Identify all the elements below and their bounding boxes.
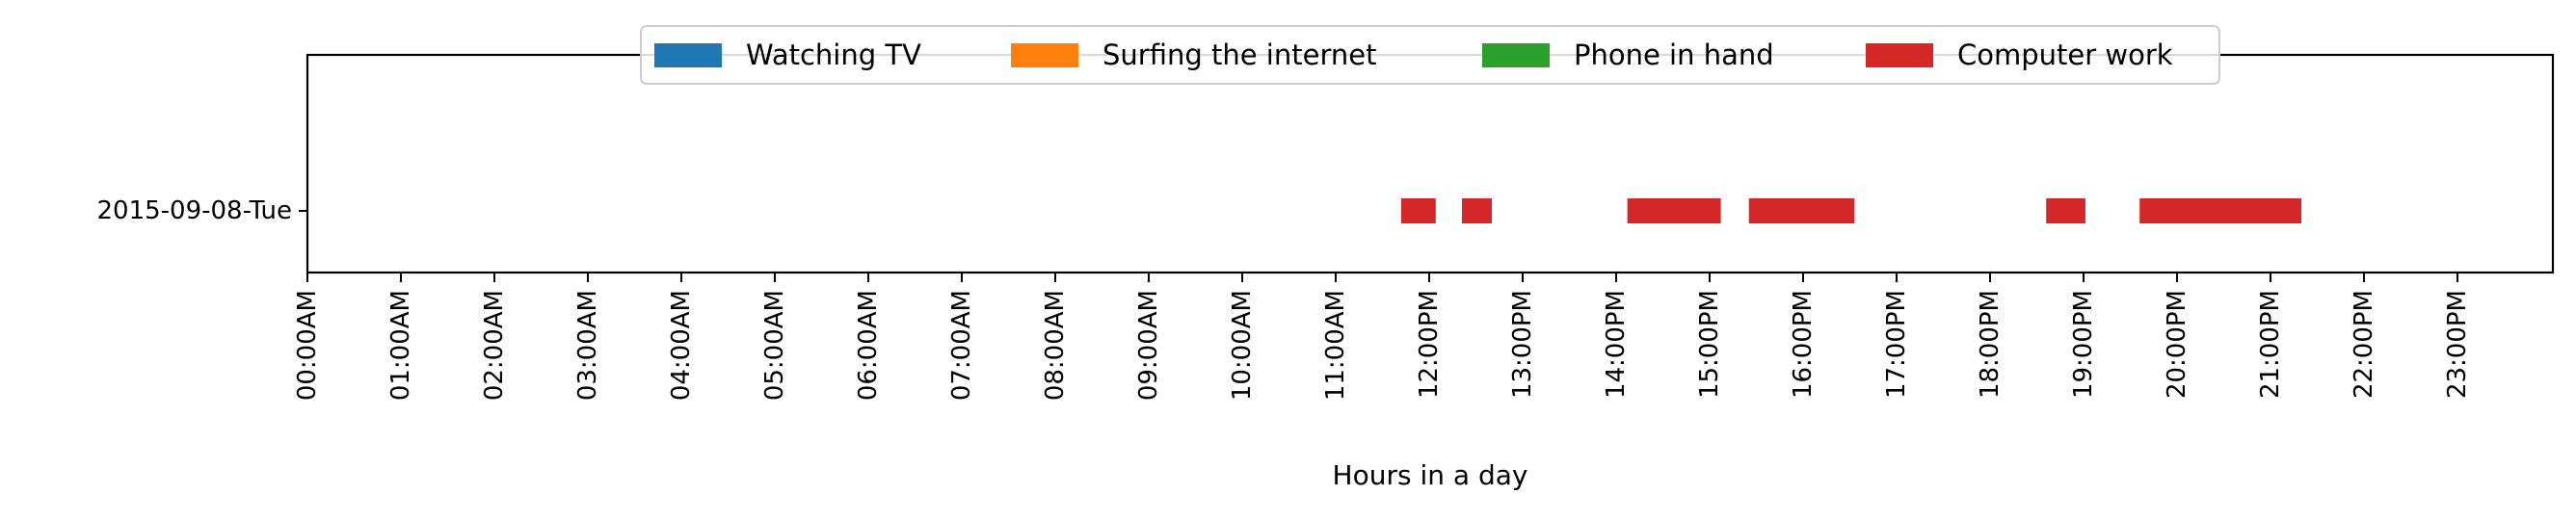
x-tick-label: 08:00AM: [1041, 290, 1070, 401]
y-tick-label: 2015-09-08-Tue: [96, 196, 292, 225]
x-tick-label: 14:00PM: [1602, 290, 1631, 399]
legend: Watching TV Surfing the internet Phone in …: [640, 25, 2220, 85]
legend-label: Phone in hand: [1574, 39, 1774, 71]
bar-computer-work-3: [1748, 198, 1855, 223]
bars-layer: [1400, 198, 2302, 223]
legend-frame: [640, 25, 2220, 85]
x-tick-label: 00:00AM: [293, 290, 322, 401]
legend-swatch: [1011, 43, 1078, 67]
plot-frame: [305, 53, 2555, 274]
legend-swatch: [1482, 43, 1550, 67]
x-tick-label: 02:00AM: [480, 290, 509, 401]
x-tick-label: 11:00AM: [1321, 290, 1350, 401]
x-tick-label: 22:00PM: [2350, 290, 2378, 399]
x-tick-label: 23:00PM: [2443, 290, 2472, 399]
x-tick-label: 19:00PM: [2069, 290, 2098, 399]
x-tick-label: 12:00PM: [1415, 290, 1444, 399]
bar-computer-work-1: [1461, 198, 1492, 223]
legend-label: Computer work: [1957, 39, 2173, 71]
x-tick-label: 13:00PM: [1508, 290, 1537, 399]
x-tick-label: 04:00AM: [667, 290, 696, 401]
legend-swatch: [1866, 43, 1933, 67]
legend-label: Surfing the internet: [1102, 39, 1376, 71]
x-tick-label: 21:00PM: [2256, 290, 2285, 399]
x-tick-label: 10:00AM: [1228, 290, 1257, 401]
x-tick-label: 01:00AM: [386, 290, 415, 401]
bar-computer-work-2: [1627, 198, 1721, 223]
x-tick-label: 06:00AM: [854, 290, 883, 401]
x-tick-label: 20:00PM: [2163, 290, 2191, 399]
x-axis-label: Hours in a day: [1333, 459, 1528, 491]
x-tick-label: 18:00PM: [1976, 290, 2005, 399]
legend-swatch: [654, 43, 722, 67]
x-tick-label: 07:00AM: [947, 290, 976, 401]
bar-computer-work-4: [2046, 198, 2085, 223]
legend-label: Watching TV: [746, 39, 921, 71]
bar-computer-work-0: [1400, 198, 1436, 223]
x-tick-label: 09:00AM: [1134, 290, 1163, 401]
x-tick-label: 15:00PM: [1695, 290, 1724, 399]
x-tick-label: 17:00PM: [1882, 290, 1911, 399]
bar-computer-work-5: [2139, 198, 2302, 223]
x-tick-label: 05:00AM: [760, 290, 789, 401]
y-axis: 2015-09-08-Tue: [96, 196, 307, 225]
x-axis: 00:00AM 01:00AM 02:00AM 03:00AM 04:00AM 05:00…: [293, 273, 2472, 401]
x-tick-label: 16:00PM: [1789, 290, 1818, 399]
x-tick-label: 03:00AM: [573, 290, 602, 401]
